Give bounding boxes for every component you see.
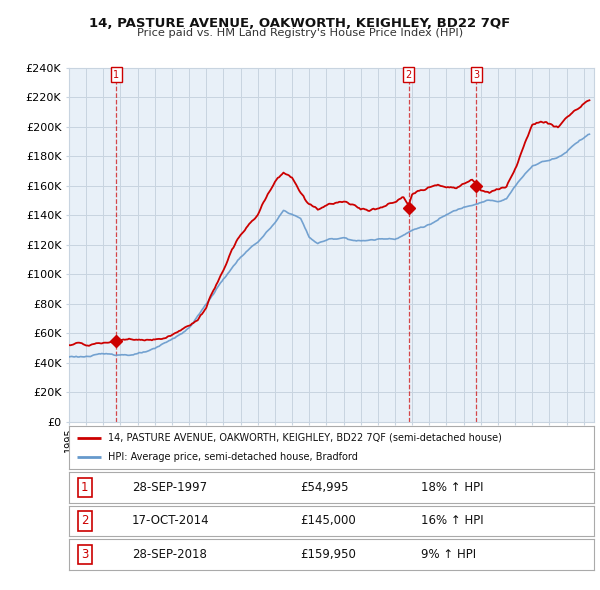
Text: 2: 2	[81, 514, 89, 527]
Text: HPI: Average price, semi-detached house, Bradford: HPI: Average price, semi-detached house,…	[109, 453, 358, 463]
Text: 28-SEP-2018: 28-SEP-2018	[132, 548, 207, 561]
Text: £159,950: £159,950	[300, 548, 356, 561]
Text: 3: 3	[473, 70, 479, 80]
Text: 18% ↑ HPI: 18% ↑ HPI	[421, 481, 483, 494]
Text: £54,995: £54,995	[300, 481, 349, 494]
Text: 3: 3	[81, 548, 88, 561]
Text: 14, PASTURE AVENUE, OAKWORTH, KEIGHLEY, BD22 7QF (semi-detached house): 14, PASTURE AVENUE, OAKWORTH, KEIGHLEY, …	[109, 432, 502, 442]
Text: 1: 1	[113, 70, 119, 80]
Text: 16% ↑ HPI: 16% ↑ HPI	[421, 514, 484, 527]
Text: 2: 2	[406, 70, 412, 80]
Text: £145,000: £145,000	[300, 514, 356, 527]
Text: 28-SEP-1997: 28-SEP-1997	[132, 481, 207, 494]
Text: 14, PASTURE AVENUE, OAKWORTH, KEIGHLEY, BD22 7QF: 14, PASTURE AVENUE, OAKWORTH, KEIGHLEY, …	[89, 17, 511, 30]
Text: 1: 1	[81, 481, 89, 494]
Text: 17-OCT-2014: 17-OCT-2014	[132, 514, 209, 527]
Text: 9% ↑ HPI: 9% ↑ HPI	[421, 548, 476, 561]
Text: Price paid vs. HM Land Registry's House Price Index (HPI): Price paid vs. HM Land Registry's House …	[137, 28, 463, 38]
